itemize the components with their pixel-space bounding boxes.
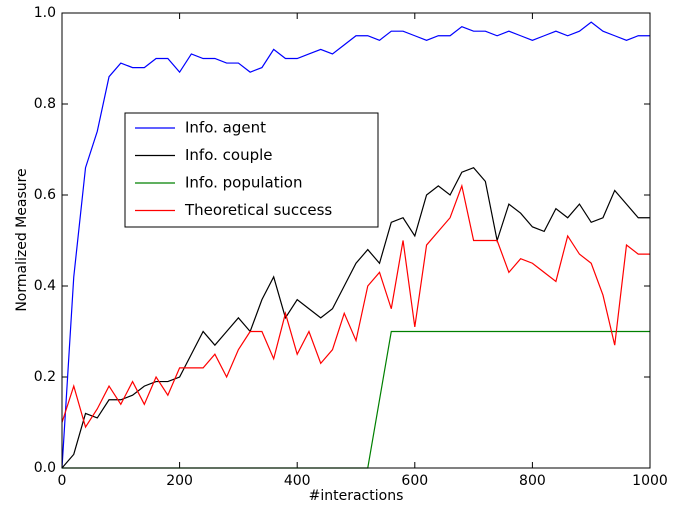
x-axis-title: #interactions — [309, 488, 404, 504]
x-tick-label: 400 — [284, 473, 311, 489]
y-tick-label: 0.6 — [34, 187, 56, 203]
legend-label: Info. agent — [185, 119, 266, 137]
y-tick-label: 0.0 — [34, 460, 56, 476]
y-axis-title: Normalized Measure — [14, 168, 30, 311]
y-tick-label: 1.0 — [34, 5, 56, 21]
y-tick-label: 0.8 — [34, 96, 56, 112]
data-line — [62, 330, 650, 469]
x-tick-label: 200 — [166, 473, 193, 489]
plot-frame — [61, 12, 651, 469]
y-tick-label: 0.4 — [34, 278, 56, 294]
y-tick-label: 0.2 — [34, 369, 56, 385]
legend-box — [124, 112, 379, 228]
legend-label: Info. population — [185, 174, 302, 192]
data-line — [61, 21, 650, 469]
data-line — [61, 166, 650, 469]
x-tick-label: 600 — [401, 473, 428, 489]
x-tick-label: 1000 — [632, 473, 668, 489]
data-line — [61, 183, 650, 429]
legend-label: Theoretical success — [184, 201, 332, 219]
x-tick-label: 0 — [58, 473, 67, 489]
x-tick-label: 800 — [519, 473, 546, 489]
legend-label: Info. couple — [185, 146, 273, 164]
